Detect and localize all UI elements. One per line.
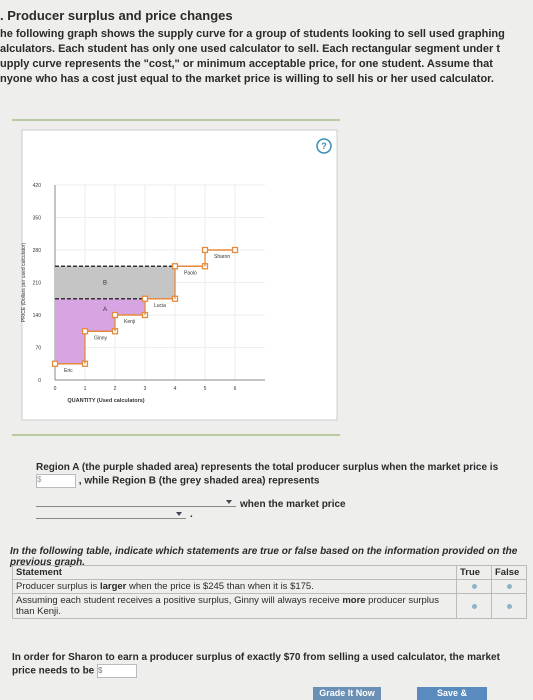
y-tick-label: 420 xyxy=(33,183,42,189)
table-intro: In the following table, indicate which s… xyxy=(10,546,518,568)
radio-false[interactable] xyxy=(506,603,512,609)
q1-text: when the market price xyxy=(240,499,346,510)
x-tick-label: 0 xyxy=(54,386,57,392)
q1-end: . xyxy=(190,509,193,520)
supplier-label: Paolo xyxy=(184,270,197,276)
currency: $ xyxy=(98,666,103,675)
text: larger xyxy=(99,581,127,592)
save-button[interactable]: Save & xyxy=(417,687,487,700)
x-tick-label: 5 xyxy=(204,386,207,392)
region-label: B xyxy=(103,281,107,287)
x-tick-label: 1 xyxy=(84,386,87,392)
currency: $ xyxy=(37,475,42,484)
intro: he following graph shows the supply curv… xyxy=(0,27,505,87)
graph: ? 0 70 140 210 280 350 420 0 1 2 3 4 5 6 PRICE (Dollar… xyxy=(12,119,340,436)
radio-true[interactable] xyxy=(471,603,477,609)
step-marker xyxy=(111,311,119,319)
header-cell: False xyxy=(491,565,527,580)
y-tick-label: 350 xyxy=(33,216,42,222)
region-label: A xyxy=(103,307,107,313)
intro-line: he following graph shows the supply curv… xyxy=(0,28,505,40)
y-tick-label: 140 xyxy=(33,313,42,319)
statement: Producer surplus is larger when the pric… xyxy=(12,579,457,594)
q1-text: Region A (the purple shaded area) repres… xyxy=(36,462,499,473)
price-input[interactable]: $ xyxy=(36,474,76,488)
text: In order for Sharon to earn a producer s… xyxy=(12,652,500,677)
text: Assuming each student receives a positiv… xyxy=(16,595,343,606)
help-text[interactable]: ? xyxy=(321,141,327,151)
title: . Producer surplus and price changes xyxy=(0,8,233,23)
x-axis-label: QUANTITY (Used calculators) xyxy=(67,398,144,404)
dropdown[interactable] xyxy=(36,512,186,519)
step-marker xyxy=(201,246,209,254)
x-tick-label: 6 xyxy=(234,386,237,392)
intro-line: alculators. Each student has only one us… xyxy=(0,43,501,55)
radio-true[interactable] xyxy=(471,584,477,589)
dropdown[interactable] xyxy=(36,500,236,507)
header-cell: True xyxy=(456,565,492,580)
text: when the price is $245 than when it is $… xyxy=(126,581,314,592)
q2-text: In order for Sharon to earn a producer s… xyxy=(12,652,512,678)
step-marker xyxy=(51,360,59,367)
supplier-label: Ginny xyxy=(94,335,108,341)
y-tick-label: 280 xyxy=(33,248,42,254)
step-marker xyxy=(141,295,149,302)
intro-line: upply curve represents the "cost," or mi… xyxy=(0,58,493,70)
statement-table: Statement True False Producer surplus is l… xyxy=(12,565,527,619)
step-marker xyxy=(171,263,179,270)
supplier-label: Kenji xyxy=(124,319,135,325)
intro-line: nyone who has a cost just equal to the m… xyxy=(0,73,494,85)
radio-false[interactable] xyxy=(506,584,512,589)
step-marker xyxy=(81,328,89,335)
y-tick-label: 210 xyxy=(33,281,42,287)
text: Producer surplus is xyxy=(16,581,100,592)
statement: Assuming each student receives a positiv… xyxy=(12,593,457,619)
region-b xyxy=(55,266,175,299)
text: more xyxy=(342,595,366,606)
y-tick-label: 70 xyxy=(35,346,41,352)
q1-text: , while Region B (the grey shaded area) … xyxy=(78,475,320,487)
grade-button[interactable]: Grade It Now xyxy=(313,687,381,700)
q1-line2: $ , while Region B (the grey shaded area… xyxy=(36,474,319,488)
step-marker xyxy=(231,246,239,254)
supplier-label: Sharon xyxy=(214,254,230,260)
x-tick-label: 3 xyxy=(144,386,147,392)
y-tick-label: 0 xyxy=(38,378,41,384)
x-tick-label: 2 xyxy=(114,386,117,392)
header-cell: Statement xyxy=(12,565,457,580)
price-input[interactable]: $ xyxy=(97,664,138,678)
supplier-label: Lucia xyxy=(154,303,166,309)
help-icon[interactable] xyxy=(316,138,332,154)
text: producer surplus than Kenji. xyxy=(16,595,439,617)
supplier-label: Eric xyxy=(64,368,73,374)
x-tick-label: 4 xyxy=(174,386,177,392)
y-axis-label: PRICE (Dollars per used calculator) xyxy=(21,243,27,323)
